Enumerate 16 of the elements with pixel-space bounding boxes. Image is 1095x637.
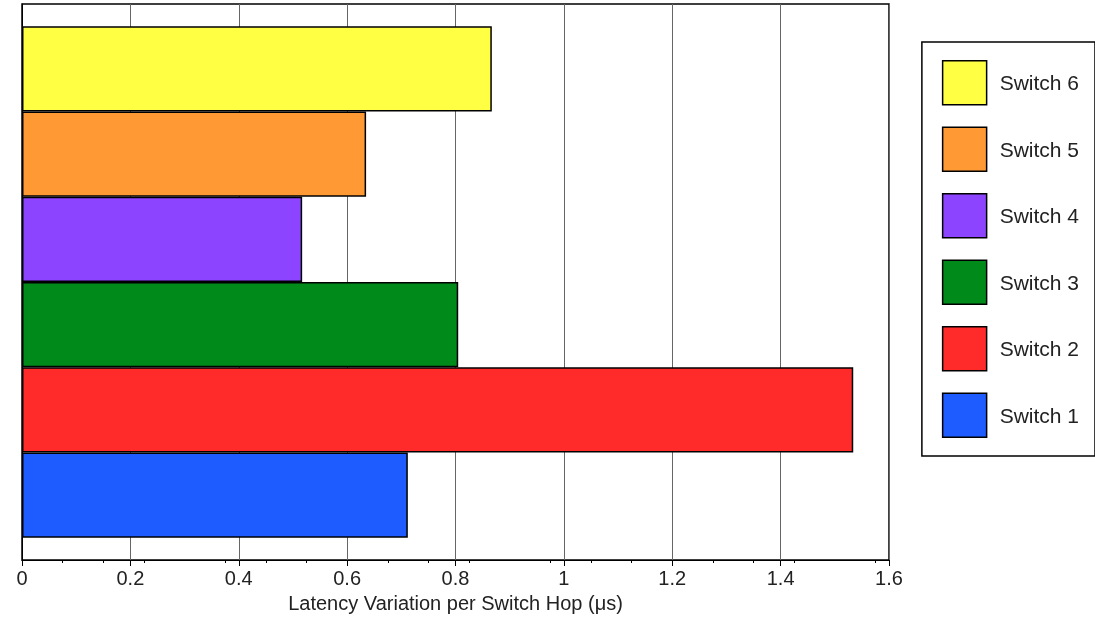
- legend-label: Switch 4: [999, 204, 1080, 228]
- x-axis-title: Latency Variation per Switch Hop (μs): [288, 591, 623, 614]
- legend-label: Switch 6: [999, 71, 1080, 95]
- x-tick-label: 1.6: [875, 567, 903, 589]
- x-tick-label: 1: [558, 567, 570, 589]
- x-tick-label: 1.4: [766, 567, 795, 589]
- x-tick-label: 0: [16, 567, 28, 589]
- legend-label: Switch 2: [999, 337, 1080, 361]
- x-tick-label: 0.2: [116, 567, 145, 589]
- x-tick-label: 0.8: [441, 567, 470, 589]
- legend-label: Switch 3: [999, 270, 1080, 294]
- x-tick-label: 1.2: [658, 567, 687, 589]
- legend-label: Switch 1: [999, 403, 1080, 427]
- x-tick-label: 0.6: [333, 567, 362, 589]
- legend-label: Switch 5: [999, 137, 1080, 161]
- x-tick-label: 0.4: [224, 567, 253, 589]
